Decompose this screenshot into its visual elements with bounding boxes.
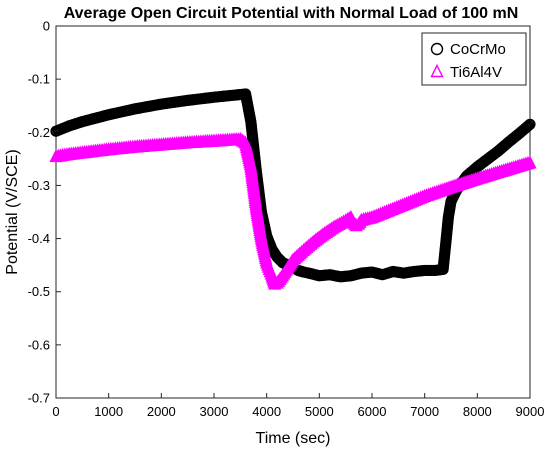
series-ti6al4v xyxy=(49,131,537,290)
legend: CoCrMo Ti6Al4V xyxy=(421,32,527,86)
y-tick-label: -0.5 xyxy=(28,284,50,299)
x-tick-label: 8000 xyxy=(463,404,492,419)
legend-marker-ti6al4v xyxy=(430,63,444,78)
y-tick-label: -0.3 xyxy=(28,178,50,193)
legend-label-ti6al4v: Ti6Al4V xyxy=(450,64,502,81)
y-tick-label: -0.1 xyxy=(28,72,50,87)
x-tick-label: 2000 xyxy=(147,404,176,419)
axis-ticks: 0 1000 2000 3000 4000 5000 6000 7000 8000 90000-0… xyxy=(28,19,545,420)
series-group xyxy=(49,88,537,290)
y-tick-label: -0.7 xyxy=(28,391,50,406)
x-tick-label: 7000 xyxy=(410,404,439,419)
legend-label-cocrmo: CoCrMo xyxy=(450,41,506,58)
data-point-cocrmo xyxy=(524,118,536,130)
x-tick-label: 1000 xyxy=(94,404,123,419)
x-tick-label: 0 xyxy=(52,404,59,419)
chart-title: Average Open Circuit Potential with Norm… xyxy=(64,5,519,22)
y-tick-label: -0.6 xyxy=(28,337,50,352)
data-point-cocrmo xyxy=(522,120,534,132)
x-tick-label: 4000 xyxy=(252,404,281,419)
y-tick-label: 0 xyxy=(43,19,50,34)
x-tick-label: 5000 xyxy=(305,404,334,419)
x-tick-label: 3000 xyxy=(200,404,229,419)
legend-marker-cocrmo xyxy=(430,42,444,56)
x-axis-label: Time (sec) xyxy=(256,430,331,447)
y-axis-label: Potential (V/SCE) xyxy=(4,149,21,274)
y-tick-label: -0.4 xyxy=(28,231,50,246)
data-point-ti6al4v xyxy=(523,155,537,169)
x-tick-label: 6000 xyxy=(358,404,387,419)
x-tick-label: 9000 xyxy=(516,404,545,419)
y-tick-label: -0.2 xyxy=(28,125,50,140)
